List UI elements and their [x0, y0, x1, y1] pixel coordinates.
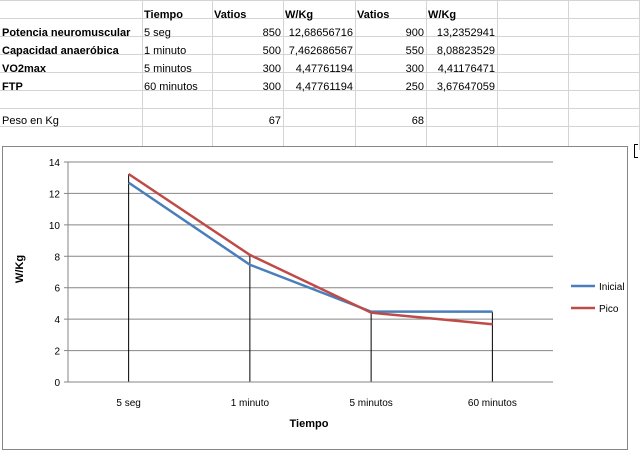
series-line-inicial — [127, 181, 493, 313]
y-tick-label: 10 — [49, 221, 61, 232]
cell-tiempo[interactable]: 60 minutos — [144, 81, 198, 93]
x-tick-label: 5 seg — [116, 398, 140, 409]
cell-wkg-inicial[interactable]: 4,47761194 — [295, 81, 353, 93]
y-tick-label: 4 — [54, 315, 60, 326]
y-tick-label: 14 — [49, 158, 61, 169]
peso-pico[interactable]: 68 — [411, 115, 424, 127]
y-axis-title: W/Kg — [14, 255, 26, 283]
row-divider — [0, 18, 640, 19]
series-line-pico — [127, 172, 493, 326]
cell-wkg-pico[interactable]: 4,41176471 — [437, 63, 495, 75]
header-wkg-pico[interactable]: W/Kg — [428, 9, 457, 21]
x-axis-title: Tiempo — [290, 418, 329, 430]
row-label[interactable]: FTP — [2, 81, 23, 93]
cell-vatios-inicial[interactable]: 300 — [262, 81, 281, 93]
cell-wkg-inicial[interactable]: 12,68656716 — [288, 27, 353, 39]
row-label[interactable]: Potencia neuromuscular — [2, 27, 131, 39]
row-divider — [0, 90, 640, 91]
legend-label-pico: Pico — [599, 304, 619, 315]
row-divider — [0, 72, 640, 73]
header-wkg-inicial[interactable]: W/Kg — [285, 9, 314, 21]
cell-vatios-inicial[interactable]: 300 — [262, 63, 281, 75]
cell-vatios-inicial[interactable]: 850 — [262, 27, 281, 39]
x-tick-label: 5 minutos — [349, 398, 392, 409]
cell-wkg-inicial[interactable]: 7,462686567 — [288, 45, 353, 57]
cell-vatios-pico[interactable]: 550 — [405, 45, 424, 57]
cell-vatios-pico[interactable]: 300 — [405, 63, 424, 75]
row-label[interactable]: VO2max — [2, 63, 47, 75]
y-tick-label: 12 — [49, 189, 61, 200]
x-tick-label: 60 minutos — [468, 398, 517, 409]
y-tick-label: 2 — [54, 347, 60, 358]
header-vatios-pico[interactable]: Vatios — [357, 9, 390, 21]
row-divider — [0, 126, 640, 127]
column-divider — [212, 0, 213, 150]
cell-wkg-inicial[interactable]: 4,47761194 — [295, 63, 353, 75]
column-divider — [355, 0, 356, 150]
line-chart: 0 2 4 6 8 10 12 14 5 seg 1 minuto 5 minutos 60 minu… — [14, 158, 625, 430]
peso-label[interactable]: Peso en Kg — [2, 115, 59, 127]
column-divider — [426, 0, 427, 150]
row-divider — [0, 54, 640, 55]
cell-wkg-pico[interactable]: 3,67647059 — [436, 81, 495, 93]
y-tick-label: 8 — [54, 252, 60, 263]
chart-area[interactable]: 0 2 4 6 8 10 12 14 5 seg 1 minuto 5 minutos 60 minu… — [2, 146, 628, 450]
row-divider — [0, 36, 640, 37]
cell-wkg-pico[interactable]: 13,2352941 — [436, 27, 495, 39]
legend-label-inicial: Inicial — [599, 282, 625, 293]
row-label[interactable]: Capacidad anaeróbica — [2, 45, 119, 57]
column-divider — [283, 0, 284, 150]
legend: Inicial Pico — [571, 282, 625, 315]
row-divider — [0, 0, 640, 1]
cell-tiempo[interactable]: 5 minutos — [144, 63, 192, 75]
cell-tiempo[interactable]: 5 seg — [144, 27, 171, 39]
spreadsheet-grid: Tiempo Vatios W/Kg Vatios W/Kg Potencia … — [0, 0, 640, 150]
cell-vatios-pico[interactable]: 900 — [405, 27, 424, 39]
resize-cursor — [634, 144, 638, 158]
row-divider — [0, 108, 640, 109]
header-vatios-inicial[interactable]: Vatios — [214, 9, 247, 21]
y-tick-label: 0 — [54, 378, 60, 389]
cell-vatios-inicial[interactable]: 500 — [262, 45, 281, 57]
cell-wkg-pico[interactable]: 8,08823529 — [436, 45, 495, 57]
cell-tiempo[interactable]: 1 minuto — [144, 45, 187, 57]
y-tick-label: 6 — [54, 284, 60, 295]
peso-inicial[interactable]: 67 — [268, 115, 281, 127]
column-divider — [568, 0, 569, 150]
column-divider — [497, 0, 498, 150]
column-divider — [142, 0, 143, 150]
header-tiempo[interactable]: Tiempo — [144, 9, 183, 21]
cell-vatios-pico[interactable]: 250 — [405, 81, 424, 93]
x-tick-label: 1 minuto — [231, 398, 270, 409]
